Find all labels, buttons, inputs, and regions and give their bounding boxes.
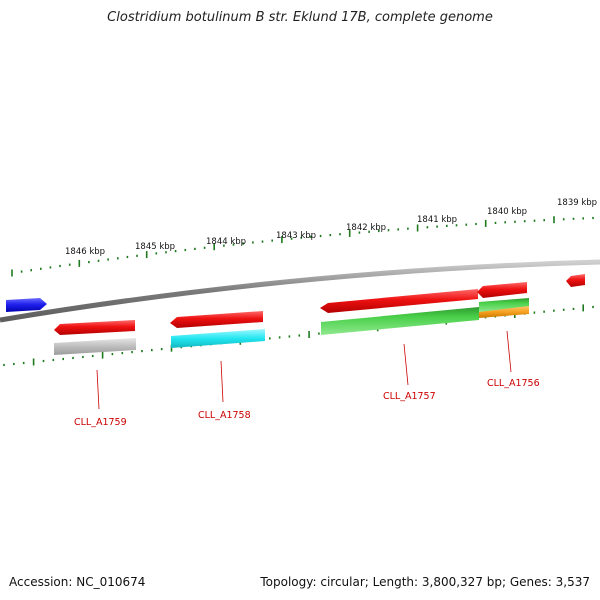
cds-bar-cll-a1758[interactable]	[171, 329, 265, 348]
genome-backbone	[0, 259, 600, 323]
label-leader-lines	[96, 330, 512, 410]
scale-label-1843kbp: 1843 kbp	[276, 231, 316, 241]
cds-bar-cll-a1759[interactable]	[54, 338, 136, 355]
cds-bar-cll-a1756-orange[interactable]	[479, 306, 529, 318]
scale-label-1845kbp: 1845 kbp	[135, 242, 175, 252]
gene-arrow-cll-a1759[interactable]	[54, 320, 135, 335]
scale-label-1846kbp: 1846 kbp	[65, 247, 105, 257]
forward-gene-arrow[interactable]	[6, 298, 47, 312]
genome-stats-label: Topology: circular; Length: 3,800,327 bp…	[260, 575, 590, 589]
accession-label: Accession: NC_010674	[9, 575, 146, 589]
scale-label-1841kbp: 1841 kbp	[417, 215, 457, 225]
gene-label-cll-a1758[interactable]: CLL_A1758	[198, 410, 251, 421]
gene-label-cll-a1759[interactable]: CLL_A1759	[74, 417, 127, 428]
scale-label-1839kbp: 1839 kbp	[557, 198, 597, 208]
cds-bar-cll-a1757[interactable]	[321, 307, 479, 335]
scale-label-1842kbp: 1842 kbp	[346, 223, 386, 233]
gene-label-cll-a1757[interactable]: CLL_A1757	[383, 391, 436, 402]
upper-scale-ticks	[11, 216, 594, 277]
gene-arrow-cll-a1757[interactable]	[320, 289, 478, 313]
gene-arrow-cll-a1756[interactable]	[477, 282, 527, 298]
gene-arrow-right-edge[interactable]	[566, 274, 585, 287]
scale-label-1840kbp: 1840 kbp	[487, 207, 527, 217]
map-title: Clostridium botulinum B str. Eklund 17B,…	[107, 10, 493, 25]
scale-label-1844kbp: 1844 kbp	[206, 237, 246, 247]
gene-arrow-cll-a1758[interactable]	[170, 311, 263, 328]
gene-label-cll-a1756[interactable]: CLL_A1756	[487, 378, 540, 389]
